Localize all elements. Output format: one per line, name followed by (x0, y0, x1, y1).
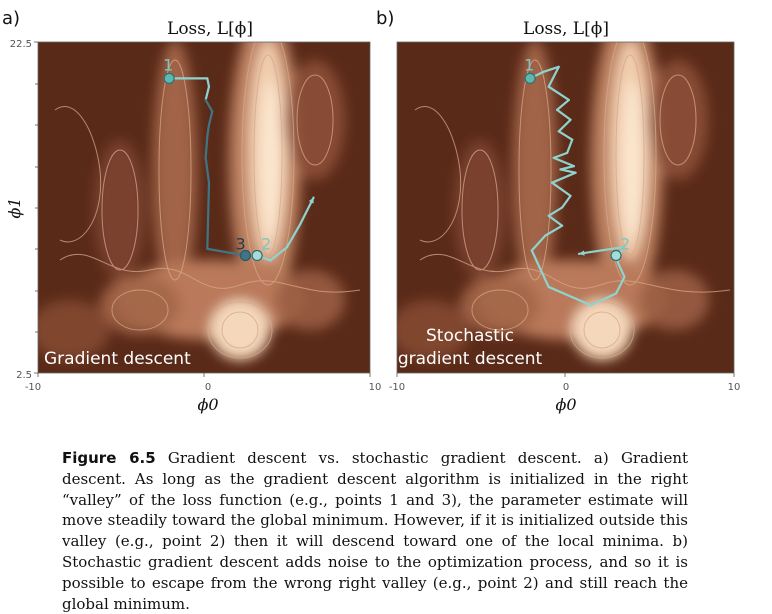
path-b-0-segment (547, 85, 570, 102)
path-b-0-segment (552, 151, 569, 159)
panel-a-ylabel: ϕ1 (5, 197, 24, 218)
caption-text: Gradient descent vs. stochastic gradient… (62, 449, 689, 613)
path-b-0-segment (547, 65, 560, 88)
start-point-label: 1 (163, 55, 173, 74)
path-b-0-segment (547, 285, 592, 307)
path-b-0-arrowhead (578, 250, 585, 256)
path-b-0-segment (547, 214, 564, 227)
panel-b-loss-surface: Stochastic gradient descent (397, 42, 734, 373)
panel-a-label: a) (2, 8, 20, 29)
panel-b-xtick-mid: 0 (563, 382, 569, 393)
path-a-1-segment (285, 222, 302, 249)
path-b-0-segment (550, 181, 572, 198)
path-b-0-segment (559, 168, 577, 174)
path-b-0-segment (616, 261, 626, 279)
path-b-0-segment (555, 98, 570, 111)
path-b-0-segment (530, 234, 547, 252)
panel-b-xlabel: ϕ0 (555, 395, 576, 414)
panel-a-title: Loss, L[ϕ] (167, 19, 253, 39)
path-a-0-segment (204, 156, 211, 184)
start-point-label: 1 (524, 55, 534, 74)
path-b-0-segment (557, 118, 572, 133)
panel-b-label: b) (376, 8, 394, 29)
panel-a-xtick-left: -10 (25, 382, 41, 393)
panel-a-xtick-right: 10 (369, 382, 382, 393)
panel-a-xlabel: ϕ0 (197, 395, 218, 414)
start-point-2 (251, 249, 263, 262)
panel-b-xtick-left: -10 (389, 382, 405, 393)
panel-b-descent-paths: 12 (524, 55, 630, 307)
path-b-0-segment (555, 108, 572, 121)
caption-label: Figure 6.5 (62, 449, 156, 467)
path-b-0-segment (577, 246, 624, 255)
panel-a-ytick-top: 22.5 (10, 39, 32, 50)
panel-a-loss-surface: Gradient descent (38, 42, 370, 373)
figure-caption: Figure 6.5 Gradient descent vs. stochast… (62, 448, 688, 614)
path-a-0-segment (204, 135, 209, 159)
panel-b-title: Loss, L[ϕ] (523, 19, 609, 39)
x-ticks (37, 373, 735, 377)
path-a-0-segment (204, 98, 214, 113)
start-point-label: 3 (236, 234, 246, 253)
start-point-label: 2 (261, 234, 271, 253)
path-a-0-segment (206, 181, 211, 250)
path-b-0-segment (552, 156, 576, 168)
panel-a-descent-paths: 1 3 2 (163, 55, 315, 262)
path-a-0-segment (206, 77, 211, 88)
path-b-0-segment (544, 224, 564, 237)
path-b-0-segment (614, 275, 626, 295)
path-a-0-segment (206, 123, 211, 138)
path-b-0-segment (557, 130, 574, 141)
path-a-0-segment (204, 85, 211, 102)
figure: a) Loss, L[ϕ] b) Loss, L[ϕ] (2, 8, 741, 414)
path-b-0-segment (550, 171, 577, 184)
panel-a-ytick-bottom: 2.5 (16, 370, 32, 381)
panel-a-y-ticks (34, 41, 38, 374)
path-b-0-segment (589, 292, 618, 307)
path-b-0-segment (566, 138, 574, 154)
path-b-0-segment (547, 206, 564, 217)
panel-a-method-label: Gradient descent (44, 349, 191, 369)
path-b-0-segment (561, 194, 572, 209)
path-a-1-arrowhead (308, 197, 314, 204)
path-a-0-segment (206, 247, 247, 257)
start-point-label: 2 (620, 234, 630, 253)
start-point-1 (163, 72, 175, 85)
start-point-3 (239, 249, 252, 262)
path-a-0-segment (207, 110, 214, 126)
panel-b-method-label: Stochastic gradient descent (398, 326, 543, 369)
start-point-2 (610, 249, 622, 262)
start-point-1 (524, 72, 536, 85)
panel-b-frame (396, 41, 735, 374)
path-b-0-segment (530, 249, 550, 289)
panel-b-xtick-right: 10 (728, 382, 741, 393)
path-b-0-segment (542, 65, 560, 73)
path-a-1-segment (269, 246, 289, 262)
panel-a-xtick-mid: 0 (205, 382, 211, 393)
